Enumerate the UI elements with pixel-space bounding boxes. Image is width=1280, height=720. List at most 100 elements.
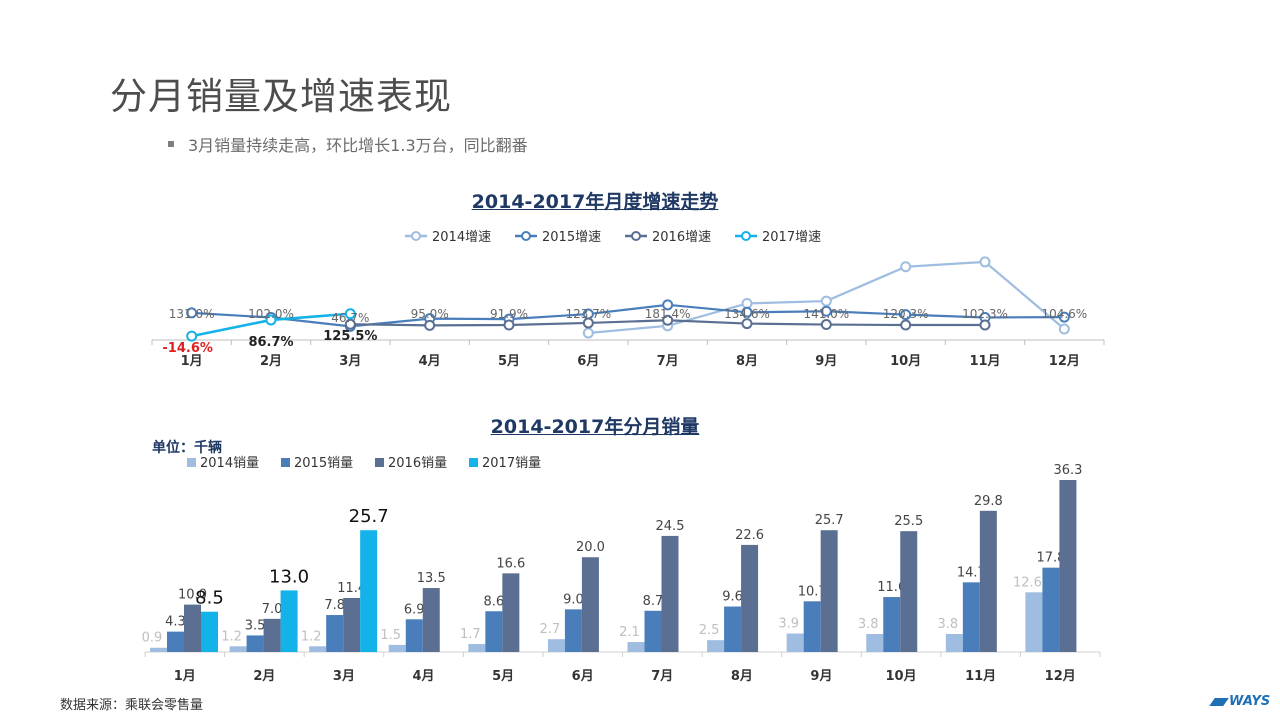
line-point-1 — [662, 299, 674, 311]
bar-legend-swatch — [469, 458, 478, 467]
bar-chart-x-label: 11月 — [965, 669, 996, 684]
line-chart-x-label: 2月 — [260, 354, 282, 369]
line-value-label: 181.4% — [645, 307, 691, 321]
line-legend-label: 2014增速 — [432, 230, 491, 245]
ways-logo-icon — [1209, 697, 1229, 706]
bar-0 — [1025, 592, 1043, 652]
bar-value-label: 24.5 — [656, 519, 685, 534]
bar-2 — [979, 510, 997, 652]
bar-value-label: 25.7 — [349, 506, 389, 527]
line-point-2 — [900, 319, 912, 331]
bar-0 — [309, 646, 327, 652]
bar-0 — [627, 642, 645, 652]
bar-1 — [883, 597, 901, 652]
bar-value-label: 14.7 — [957, 565, 986, 580]
bullet-point: 3月销量持续走高，环比增长1.3万台，同比翻番 — [168, 132, 528, 156]
bar-chart-x-label: 5月 — [492, 669, 514, 684]
bullet-text: 3月销量持续走高，环比增长1.3万台，同比翻番 — [188, 136, 528, 155]
bar-chart-x-label: 4月 — [413, 669, 435, 684]
line-chart-x-label: 5月 — [498, 354, 520, 369]
bar-1 — [803, 601, 821, 652]
bar-chart-x-label: 10月 — [885, 669, 916, 684]
bar-value-label: 3.9 — [778, 617, 799, 632]
line-legend-marker — [411, 231, 421, 241]
line-point-1 — [741, 306, 753, 318]
bar-value-label: 9.0 — [563, 592, 584, 607]
bar-value-label: 10.7 — [798, 584, 827, 599]
bar-1 — [962, 582, 980, 652]
bar-chart-x-label: 1月 — [174, 669, 196, 684]
bar-value-label: 36.3 — [1053, 463, 1082, 478]
line-legend-label: 2017增速 — [762, 230, 821, 245]
line-point-0 — [900, 261, 912, 273]
bar-value-label: 16.6 — [496, 556, 525, 571]
bar-chart-x-label: 12月 — [1045, 669, 1076, 684]
ways-logo-text: WAYS — [1229, 694, 1271, 709]
line-chart-x-label: 10月 — [890, 354, 921, 369]
bar-value-label: 29.8 — [974, 494, 1003, 509]
line-2017-label: 86.7% — [248, 335, 293, 350]
line-value-label: 104.6% — [1041, 307, 1087, 321]
bar-value-label: 11.6 — [877, 580, 906, 595]
bar-2 — [263, 618, 281, 652]
bar-chart-title: 2014-2017年分月销量 — [490, 416, 700, 438]
bar-2 — [184, 604, 201, 652]
line-chart-x-label: 6月 — [577, 354, 599, 369]
bar-value-label: 8.7 — [643, 594, 664, 609]
line-point-1 — [820, 305, 832, 317]
line-point-0 — [820, 295, 832, 307]
line-legend-label: 2015增速 — [542, 230, 601, 245]
bar-2 — [1059, 480, 1077, 652]
bar-0 — [707, 640, 725, 652]
line-point-2 — [741, 318, 753, 330]
bar-0 — [786, 633, 804, 652]
bar-0 — [388, 644, 406, 652]
line-value-label: 120.3% — [883, 307, 929, 321]
bar-value-label: 8.5 — [195, 588, 224, 609]
line-legend-marker — [741, 231, 751, 241]
bar-value-label: 0.9 — [142, 631, 163, 646]
line-point-2 — [582, 317, 594, 329]
line-chart-x-label: 12月 — [1049, 354, 1080, 369]
bar-2 — [422, 588, 440, 652]
bar-1 — [564, 609, 582, 652]
bar-2 — [661, 535, 679, 652]
bar-value-label: 3.5 — [245, 618, 266, 633]
line-point-2 — [424, 319, 436, 331]
line-value-label: 131.0% — [169, 307, 215, 321]
line-point-3 — [186, 330, 198, 342]
line-value-label: 102.3% — [962, 307, 1008, 321]
bar-3 — [280, 590, 298, 652]
bar-value-label: 20.0 — [576, 540, 605, 555]
ways-logo: WAYS — [1209, 694, 1271, 709]
line-point-2 — [503, 319, 515, 331]
line-point-0 — [582, 327, 594, 339]
bar-2 — [581, 557, 599, 652]
bar-chart-x-label: 9月 — [810, 669, 832, 684]
data-source: 数据来源：乘联会零售量 — [60, 698, 204, 713]
bar-value-label: 3.8 — [858, 617, 879, 632]
line-2017-label: -14.6% — [162, 341, 213, 356]
bar-value-label: 13.0 — [269, 566, 309, 587]
line-chart-title: 2014-2017年月度增速走势 — [471, 191, 719, 213]
bar-1 — [485, 611, 503, 652]
bar-value-label: 3.8 — [937, 617, 958, 632]
line-series-1 — [191, 303, 1065, 328]
line-point-0 — [1058, 323, 1070, 335]
bar-2 — [741, 544, 759, 652]
bar-value-label: 11.4 — [337, 581, 366, 596]
line-chart-x-label: 11月 — [969, 354, 1000, 369]
line-chart-x-label: 7月 — [657, 354, 679, 369]
bar-value-label: 25.5 — [894, 514, 923, 529]
bar-legend-label: 2015销量 — [294, 456, 353, 471]
bar-1 — [167, 631, 184, 652]
line-chart-x-label: 9月 — [815, 354, 837, 369]
line-point-0 — [979, 256, 991, 268]
bar-value-label: 7.0 — [262, 602, 283, 617]
bar-value-label: 1.2 — [221, 629, 242, 644]
bar-value-label: 12.6 — [1013, 575, 1042, 590]
bar-0 — [945, 633, 963, 652]
line-value-label: 95.0% — [411, 307, 449, 321]
line-legend-marker — [631, 231, 641, 241]
